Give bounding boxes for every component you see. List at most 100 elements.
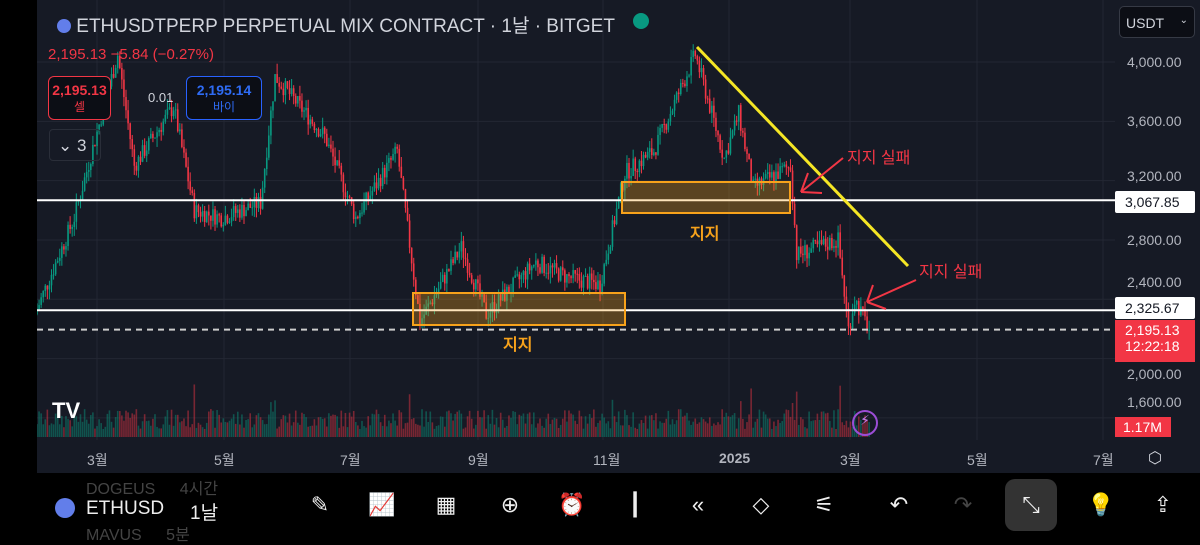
candle-body: [638, 160, 641, 173]
volume-bar: [102, 428, 105, 437]
candle-body: [208, 211, 210, 216]
candle-body: [261, 187, 264, 209]
current-symbol[interactable]: ETHUSD: [86, 498, 165, 519]
candle-body: [319, 134, 322, 137]
candle-body: [564, 270, 566, 283]
volume-bar: [369, 425, 372, 437]
candle-body: [185, 152, 187, 167]
current-interval[interactable]: 1날: [190, 503, 219, 524]
next-symbol[interactable]: MAVUS 5분: [86, 521, 190, 545]
volume-bar: [319, 416, 322, 437]
volume-bar: [121, 415, 123, 437]
layout-icon[interactable]: ▦: [435, 492, 457, 517]
ideas-icon[interactable]: 💡: [1087, 492, 1115, 517]
candle-body: [829, 237, 831, 250]
candle-body: [717, 130, 719, 136]
layers-icon[interactable]: ◇: [752, 492, 770, 517]
candle-body: [228, 221, 231, 223]
candle-body: [369, 195, 372, 200]
candle-body: [46, 285, 49, 290]
volume-bar: [135, 409, 138, 437]
candle-body: [868, 329, 870, 331]
candle-body: [607, 253, 610, 260]
candle-body: [464, 257, 467, 260]
volume-bar: [487, 415, 490, 437]
volume-bar: [564, 410, 566, 437]
candle-body: [452, 259, 454, 263]
candle-body: [373, 182, 376, 191]
candles-icon[interactable]: ┃: [628, 492, 642, 517]
currency-select[interactable]: USDT ⌄: [1119, 6, 1195, 38]
candle-body: [193, 193, 196, 219]
volume-bar: [721, 409, 723, 437]
volume-bar: [464, 427, 467, 437]
candle-body: [129, 123, 131, 140]
candle-body: [692, 50, 694, 57]
candle-body: [150, 133, 152, 139]
candle-body: [655, 152, 657, 155]
alert-icon[interactable]: ⏰: [558, 492, 586, 517]
lightning-icon[interactable]: ⚡: [852, 410, 878, 436]
candle-body: [446, 269, 448, 284]
time-tick: 7월: [1093, 452, 1114, 468]
volume-bar: [485, 428, 487, 437]
indicators-icon[interactable]: 📈: [368, 492, 396, 517]
pencil-icon[interactable]: ✎: [310, 492, 330, 517]
volume-bar: [630, 426, 632, 437]
candle-body: [634, 158, 637, 171]
price-tick: 2,400.00: [1127, 274, 1182, 290]
volume-bar: [696, 423, 699, 437]
candle-body: [541, 256, 543, 273]
volume-bar: [646, 428, 649, 437]
settings-icon[interactable]: ⚟: [814, 492, 834, 517]
candle-body: [239, 209, 241, 218]
volume-bar: [522, 413, 525, 437]
replay-icon[interactable]: «: [691, 492, 705, 517]
currency-label: USDT: [1126, 15, 1165, 31]
candle-body: [588, 273, 591, 289]
candle-body: [323, 127, 326, 134]
candle-body: [332, 148, 334, 157]
share-icon[interactable]: ⇪: [1153, 492, 1173, 517]
candle-body: [141, 145, 144, 162]
settings-hex-icon[interactable]: ⬡: [1148, 450, 1162, 467]
candle-body: [802, 253, 804, 256]
volume-bar: [479, 417, 481, 437]
volume-bar: [199, 424, 202, 437]
volume-bar: [348, 412, 351, 437]
price-chart[interactable]: [37, 0, 1200, 473]
candle-body: [568, 274, 570, 277]
candle-body: [315, 129, 318, 131]
volume-bar: [441, 416, 444, 437]
time-tick: 5월: [967, 452, 988, 468]
candle-body: [417, 295, 419, 304]
candle-body: [613, 220, 616, 225]
chart-area[interactable]: [37, 0, 1200, 473]
volume-bar: [435, 426, 438, 437]
candle-body: [268, 135, 270, 158]
exit-fullscreen-icon[interactable]: ⤡: [1005, 479, 1057, 531]
candle-body: [143, 145, 146, 156]
undo-icon[interactable]: ↶: [889, 492, 909, 517]
volume-bar: [367, 416, 369, 437]
add-icon[interactable]: ⊕: [500, 492, 520, 517]
prev-symbol[interactable]: DOGEUS 4시간: [86, 475, 218, 499]
market-status-icon[interactable]: [633, 13, 649, 29]
candle-body: [210, 215, 212, 221]
candle-body: [96, 131, 98, 146]
sell-button[interactable]: 2,195.13 셀: [48, 76, 111, 120]
volume-bar: [193, 384, 196, 437]
volume-bar: [605, 423, 608, 437]
candle-body: [642, 154, 645, 167]
candle-body: [650, 148, 653, 156]
volume-bar: [466, 416, 469, 437]
volume-bar: [154, 414, 156, 437]
volume-bar: [764, 414, 767, 437]
collapse-indicators-button[interactable]: ⌄ 3: [49, 129, 101, 161]
volume-bar: [545, 418, 548, 437]
buy-button[interactable]: 2,195.14 바이: [186, 76, 262, 120]
volume-bar: [787, 410, 790, 437]
candle-body: [497, 294, 500, 310]
volume-bar: [212, 410, 214, 437]
redo-icon[interactable]: ↷: [953, 492, 973, 517]
